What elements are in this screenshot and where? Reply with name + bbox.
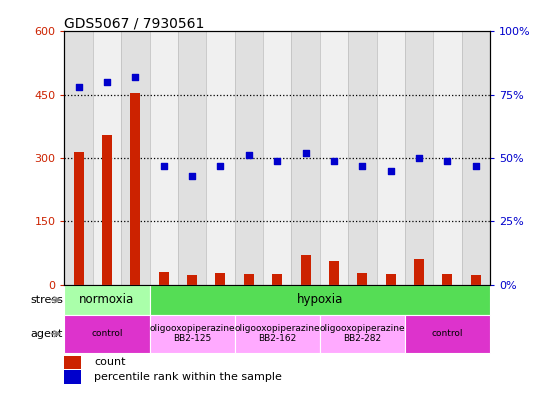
Bar (235, 31, 263, 285)
Bar (442, 274, 452, 285)
Bar (329, 261, 339, 285)
Bar (187, 275, 197, 285)
Bar (73, 152, 83, 285)
Point (131, 74, 140, 80)
Bar (320, 31, 348, 285)
Bar (150, 31, 178, 285)
Text: GDS5067 / 7930561: GDS5067 / 7930561 (64, 16, 205, 30)
Point (414, 155, 423, 161)
Bar (386, 274, 396, 285)
Bar (405, 315, 490, 353)
Point (301, 150, 310, 156)
Point (159, 162, 168, 169)
Bar (121, 31, 150, 285)
Bar (130, 93, 141, 285)
Bar (471, 275, 481, 285)
Text: hypoxia: hypoxia (297, 293, 343, 306)
Point (273, 158, 282, 164)
Bar (348, 31, 376, 285)
Bar (178, 31, 206, 285)
Point (386, 167, 395, 174)
Point (188, 173, 197, 179)
Point (216, 162, 225, 169)
Text: normoxia: normoxia (80, 293, 134, 306)
Bar (320, 315, 405, 353)
Bar (272, 274, 282, 285)
Bar (158, 272, 169, 285)
Bar (433, 31, 461, 285)
Bar (93, 31, 121, 285)
Bar (64, 31, 93, 285)
Bar (216, 273, 226, 285)
Bar (263, 31, 291, 285)
Text: control: control (432, 329, 463, 338)
Point (329, 158, 338, 164)
Text: stress: stress (30, 295, 63, 305)
Text: control: control (91, 329, 123, 338)
Text: oligooxopiperazine
BB2-162: oligooxopiperazine BB2-162 (235, 324, 320, 343)
Bar (64, 285, 150, 315)
Bar (414, 259, 424, 285)
Point (358, 162, 367, 169)
Point (472, 162, 480, 169)
Point (443, 158, 452, 164)
Point (74, 84, 83, 90)
Bar (235, 315, 320, 353)
Point (102, 79, 111, 85)
Bar (64, 356, 81, 369)
Bar (291, 31, 320, 285)
Point (244, 152, 253, 159)
Bar (150, 285, 490, 315)
Text: oligooxopiperazine
BB2-282: oligooxopiperazine BB2-282 (320, 324, 405, 343)
Bar (64, 371, 81, 384)
Text: oligooxopiperazine
BB2-125: oligooxopiperazine BB2-125 (150, 324, 235, 343)
Bar (206, 31, 235, 285)
Bar (376, 31, 405, 285)
Bar (301, 255, 311, 285)
Text: agent: agent (30, 329, 63, 339)
Bar (150, 315, 235, 353)
Text: count: count (94, 357, 125, 367)
Bar (102, 135, 112, 285)
Bar (357, 273, 367, 285)
Bar (405, 31, 433, 285)
Bar (461, 31, 490, 285)
Text: percentile rank within the sample: percentile rank within the sample (94, 372, 282, 382)
Bar (64, 315, 150, 353)
Bar (244, 274, 254, 285)
